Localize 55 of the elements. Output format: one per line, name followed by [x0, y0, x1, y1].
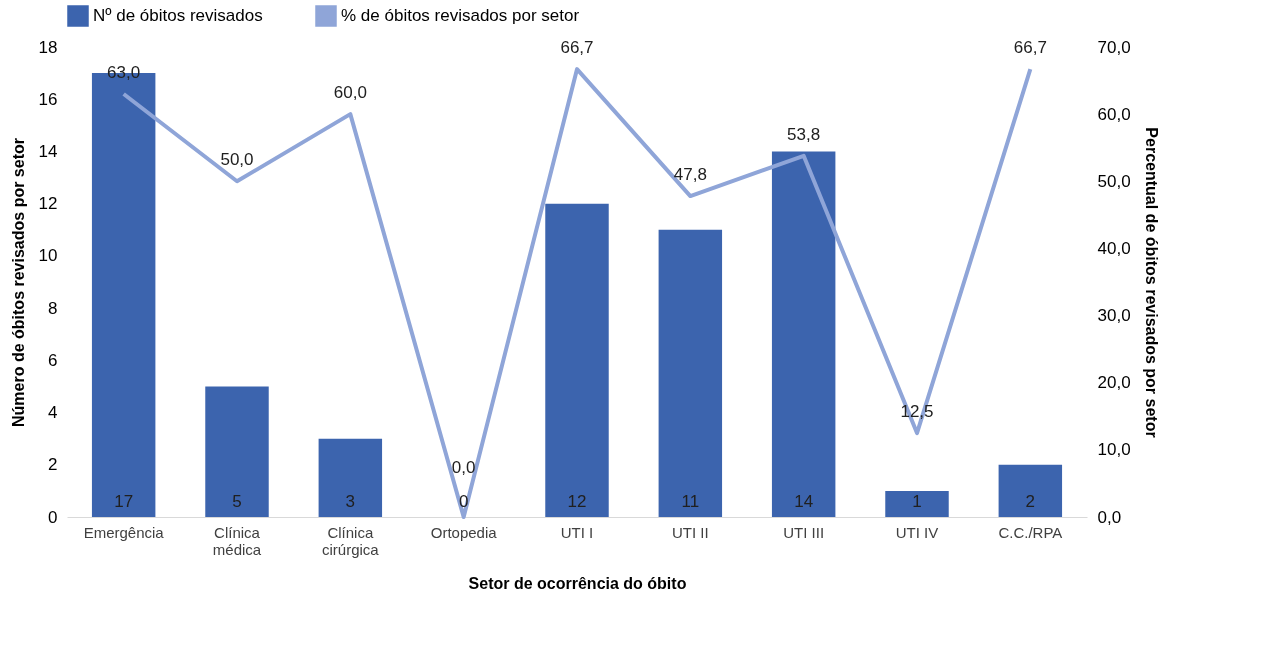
data-label: 14: [794, 492, 814, 511]
bar: [885, 490, 949, 517]
x-tick-label: UTI III: [783, 523, 825, 541]
y-tick-label: 4: [48, 403, 58, 423]
x-tick-label: Ortopedia: [430, 523, 498, 541]
y2-tick-label: 50,0: [1097, 171, 1131, 191]
y2-tick-label: 0,0: [1097, 507, 1122, 527]
data-label: 12,5: [900, 402, 934, 422]
data-label: 12: [567, 492, 587, 511]
y2-tick-label: 30,0: [1097, 306, 1131, 326]
x-tick-label: Clínica cirúrgica: [321, 523, 380, 558]
legend-label: Nº de óbitos revisados: [93, 6, 263, 25]
data-label: 47,8: [673, 165, 707, 185]
data-label: 60,0: [333, 83, 367, 103]
y2-tick-label: 10,0: [1097, 440, 1131, 460]
y-axis-title: Número de óbitos revisados por setor: [9, 138, 27, 427]
data-label: 2: [1025, 492, 1036, 511]
y-tick-label: 12: [38, 194, 58, 214]
y2-tick-label: 20,0: [1097, 373, 1131, 393]
data-label: 66,7: [560, 38, 594, 58]
y2-tick-label: 70,0: [1097, 37, 1131, 57]
data-label: 50,0: [220, 150, 254, 170]
x-tick-label: UTI I: [560, 523, 594, 541]
data-label: 53,8: [787, 124, 821, 144]
bar: [658, 229, 723, 517]
bar: [998, 464, 1063, 517]
data-label: 3: [345, 492, 356, 511]
x-tick-label: C.C./RPA: [998, 523, 1063, 541]
bar: [771, 151, 836, 517]
bar: [318, 438, 383, 517]
bar: [205, 386, 269, 517]
y2-tick-label: 60,0: [1097, 104, 1131, 124]
x-axis-title: Setor de ocorrência do óbito: [468, 574, 687, 592]
data-label: 66,7: [1013, 38, 1047, 58]
y-tick-label: 18: [38, 37, 58, 57]
y-tick-label: 10: [38, 246, 58, 266]
data-label: 17: [114, 492, 134, 511]
data-label: 0,0: [451, 458, 476, 477]
y2-axis-title: Percentual de óbitos revisados por setor: [1142, 127, 1160, 438]
y-tick-label: 0: [48, 507, 58, 527]
y-tick-label: 16: [38, 89, 58, 109]
y2-tick-label: 40,0: [1097, 238, 1131, 258]
data-label: 1: [912, 492, 922, 511]
data-label: 11: [681, 492, 700, 511]
x-tick-label: Emergência: [83, 523, 165, 541]
y-tick-label: 8: [48, 298, 58, 318]
data-label: 5: [232, 492, 242, 511]
x-tick-label: UTI IV: [895, 523, 939, 541]
x-tick-label: UTI II: [672, 523, 709, 541]
x-tick-label: Clínica médica: [212, 523, 262, 558]
legend-label: % de óbitos revisados por setor: [341, 6, 580, 25]
bar: [545, 203, 609, 517]
y-tick-label: 2: [48, 455, 58, 475]
y-tick-label: 6: [48, 350, 58, 370]
y-tick-label: 14: [38, 141, 58, 161]
